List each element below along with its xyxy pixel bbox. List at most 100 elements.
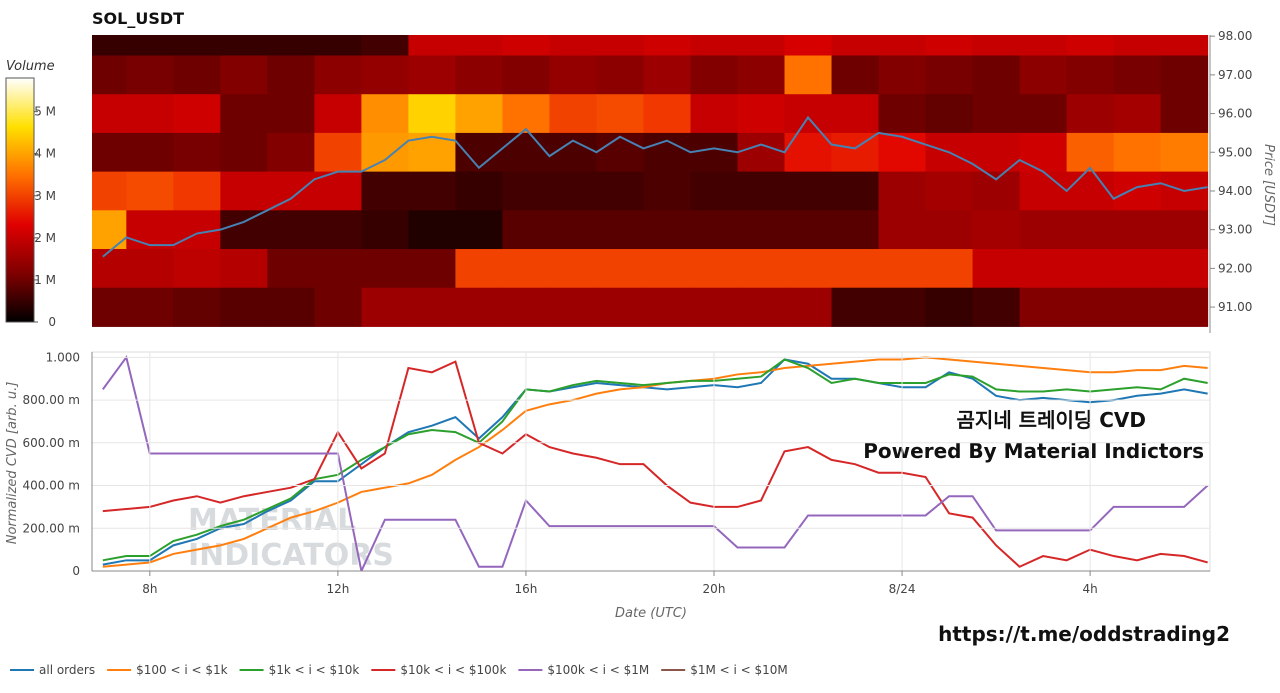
heat-cell <box>361 171 409 211</box>
heat-cell <box>314 94 362 134</box>
heat-cell <box>1066 249 1115 289</box>
heat-cell <box>267 287 315 327</box>
heat-cell <box>408 287 456 327</box>
heat-cell <box>1019 287 1068 327</box>
heat-cell <box>455 94 503 134</box>
heat-cell <box>737 171 786 211</box>
y-tick-label: 1.000 <box>46 350 80 364</box>
colorbar-tick-label: 5 M <box>34 105 56 119</box>
y-tick-label: 0 <box>72 564 80 578</box>
heat-cell <box>314 35 362 57</box>
heat-cell <box>455 35 503 57</box>
heat-cell <box>267 210 315 250</box>
heat-cell <box>878 287 927 327</box>
y-tick-label: 800.00 m <box>23 393 81 407</box>
heat-cell <box>690 210 739 250</box>
heat-cell <box>878 132 927 173</box>
colorbar-tick-label: 0 <box>48 315 56 329</box>
heat-cell <box>925 249 974 289</box>
heat-cell <box>408 55 456 95</box>
cvd-line <box>102 356 1208 568</box>
heat-cell <box>408 210 456 250</box>
heat-cell <box>831 132 880 173</box>
heat-cell <box>972 249 1021 289</box>
heat-cell <box>502 210 550 250</box>
heat-cell <box>173 35 221 57</box>
legend-label: $10k < i < $100k <box>400 663 506 677</box>
heat-cell <box>1160 249 1209 289</box>
y-axis-label: Normalized CVD [arb. u.] <box>5 382 20 545</box>
heat-cell <box>1066 171 1115 211</box>
heat-cell <box>737 132 786 173</box>
heat-cell <box>92 94 127 134</box>
heat-cell <box>455 132 503 173</box>
x-tick-label: 4h <box>1082 582 1097 596</box>
heat-cell <box>549 210 597 250</box>
heat-cell <box>972 55 1021 95</box>
heat-cell <box>784 55 833 95</box>
heat-cell <box>1113 171 1162 211</box>
heat-cell <box>925 35 974 57</box>
heat-cell <box>549 55 597 95</box>
x-axis-label: Date (UTC) <box>615 606 687 621</box>
cvd-line <box>102 355 1209 571</box>
heat-cell <box>784 132 833 173</box>
y-tick-label: 95.00 <box>1218 145 1252 159</box>
heat-cell <box>502 171 550 211</box>
heat-cell <box>314 249 362 289</box>
heat-cell <box>267 249 315 289</box>
heat-cell <box>737 287 786 327</box>
heat-cell <box>361 94 409 134</box>
heat-cell <box>737 55 786 95</box>
heat-cell <box>596 249 644 289</box>
heat-cell <box>455 249 503 289</box>
heat-cell <box>314 171 362 211</box>
heat-cell <box>972 287 1021 327</box>
heat-cell <box>502 55 550 95</box>
price-line <box>102 115 1208 258</box>
heat-cell <box>92 55 127 95</box>
heat-cell <box>784 210 833 250</box>
heat-cell <box>925 55 974 95</box>
heat-cell <box>1019 35 1068 57</box>
heat-cell <box>831 35 880 57</box>
heat-cell <box>831 94 880 134</box>
y-tick-label: 600.00 m <box>23 436 81 450</box>
heat-cell <box>92 132 127 173</box>
heat-cell <box>784 171 833 211</box>
heat-cell <box>1019 132 1068 173</box>
y-tick-label: 92.00 <box>1218 261 1252 275</box>
heat-cell <box>1160 35 1209 57</box>
x-tick-label: 8/24 <box>889 582 916 596</box>
heat-cell <box>596 132 644 173</box>
heat-cell <box>831 171 880 211</box>
heat-cell <box>220 55 268 95</box>
annotation: 곰지네 트레이딩 CVD <box>957 408 1146 432</box>
heat-cell <box>126 55 174 95</box>
heat-cell <box>1113 210 1162 250</box>
heat-cell <box>1019 55 1068 95</box>
heat-cell <box>173 249 221 289</box>
heat-cell <box>643 35 691 57</box>
x-tick-label: 20h <box>703 582 726 596</box>
heat-cell <box>1113 249 1162 289</box>
heat-cell <box>126 249 174 289</box>
heat-cell <box>878 249 927 289</box>
heat-cell <box>1066 35 1115 57</box>
heat-cell <box>690 132 739 173</box>
heat-cell <box>972 210 1021 250</box>
heat-cell <box>549 249 597 289</box>
heat-cell <box>408 171 456 211</box>
heat-cell <box>314 132 362 173</box>
heat-cell <box>1113 287 1162 327</box>
heat-cell <box>784 35 833 57</box>
colorbar-tick-label: 3 M <box>34 189 56 203</box>
heat-cell <box>1019 94 1068 134</box>
footer-link: https://t.me/oddstrading2 <box>938 622 1230 646</box>
legend-label: all orders <box>39 663 95 677</box>
heat-cell <box>596 94 644 134</box>
heat-cell <box>173 94 221 134</box>
heat-cell <box>408 249 456 289</box>
heat-cell <box>831 210 880 250</box>
heat-cell <box>267 132 315 173</box>
